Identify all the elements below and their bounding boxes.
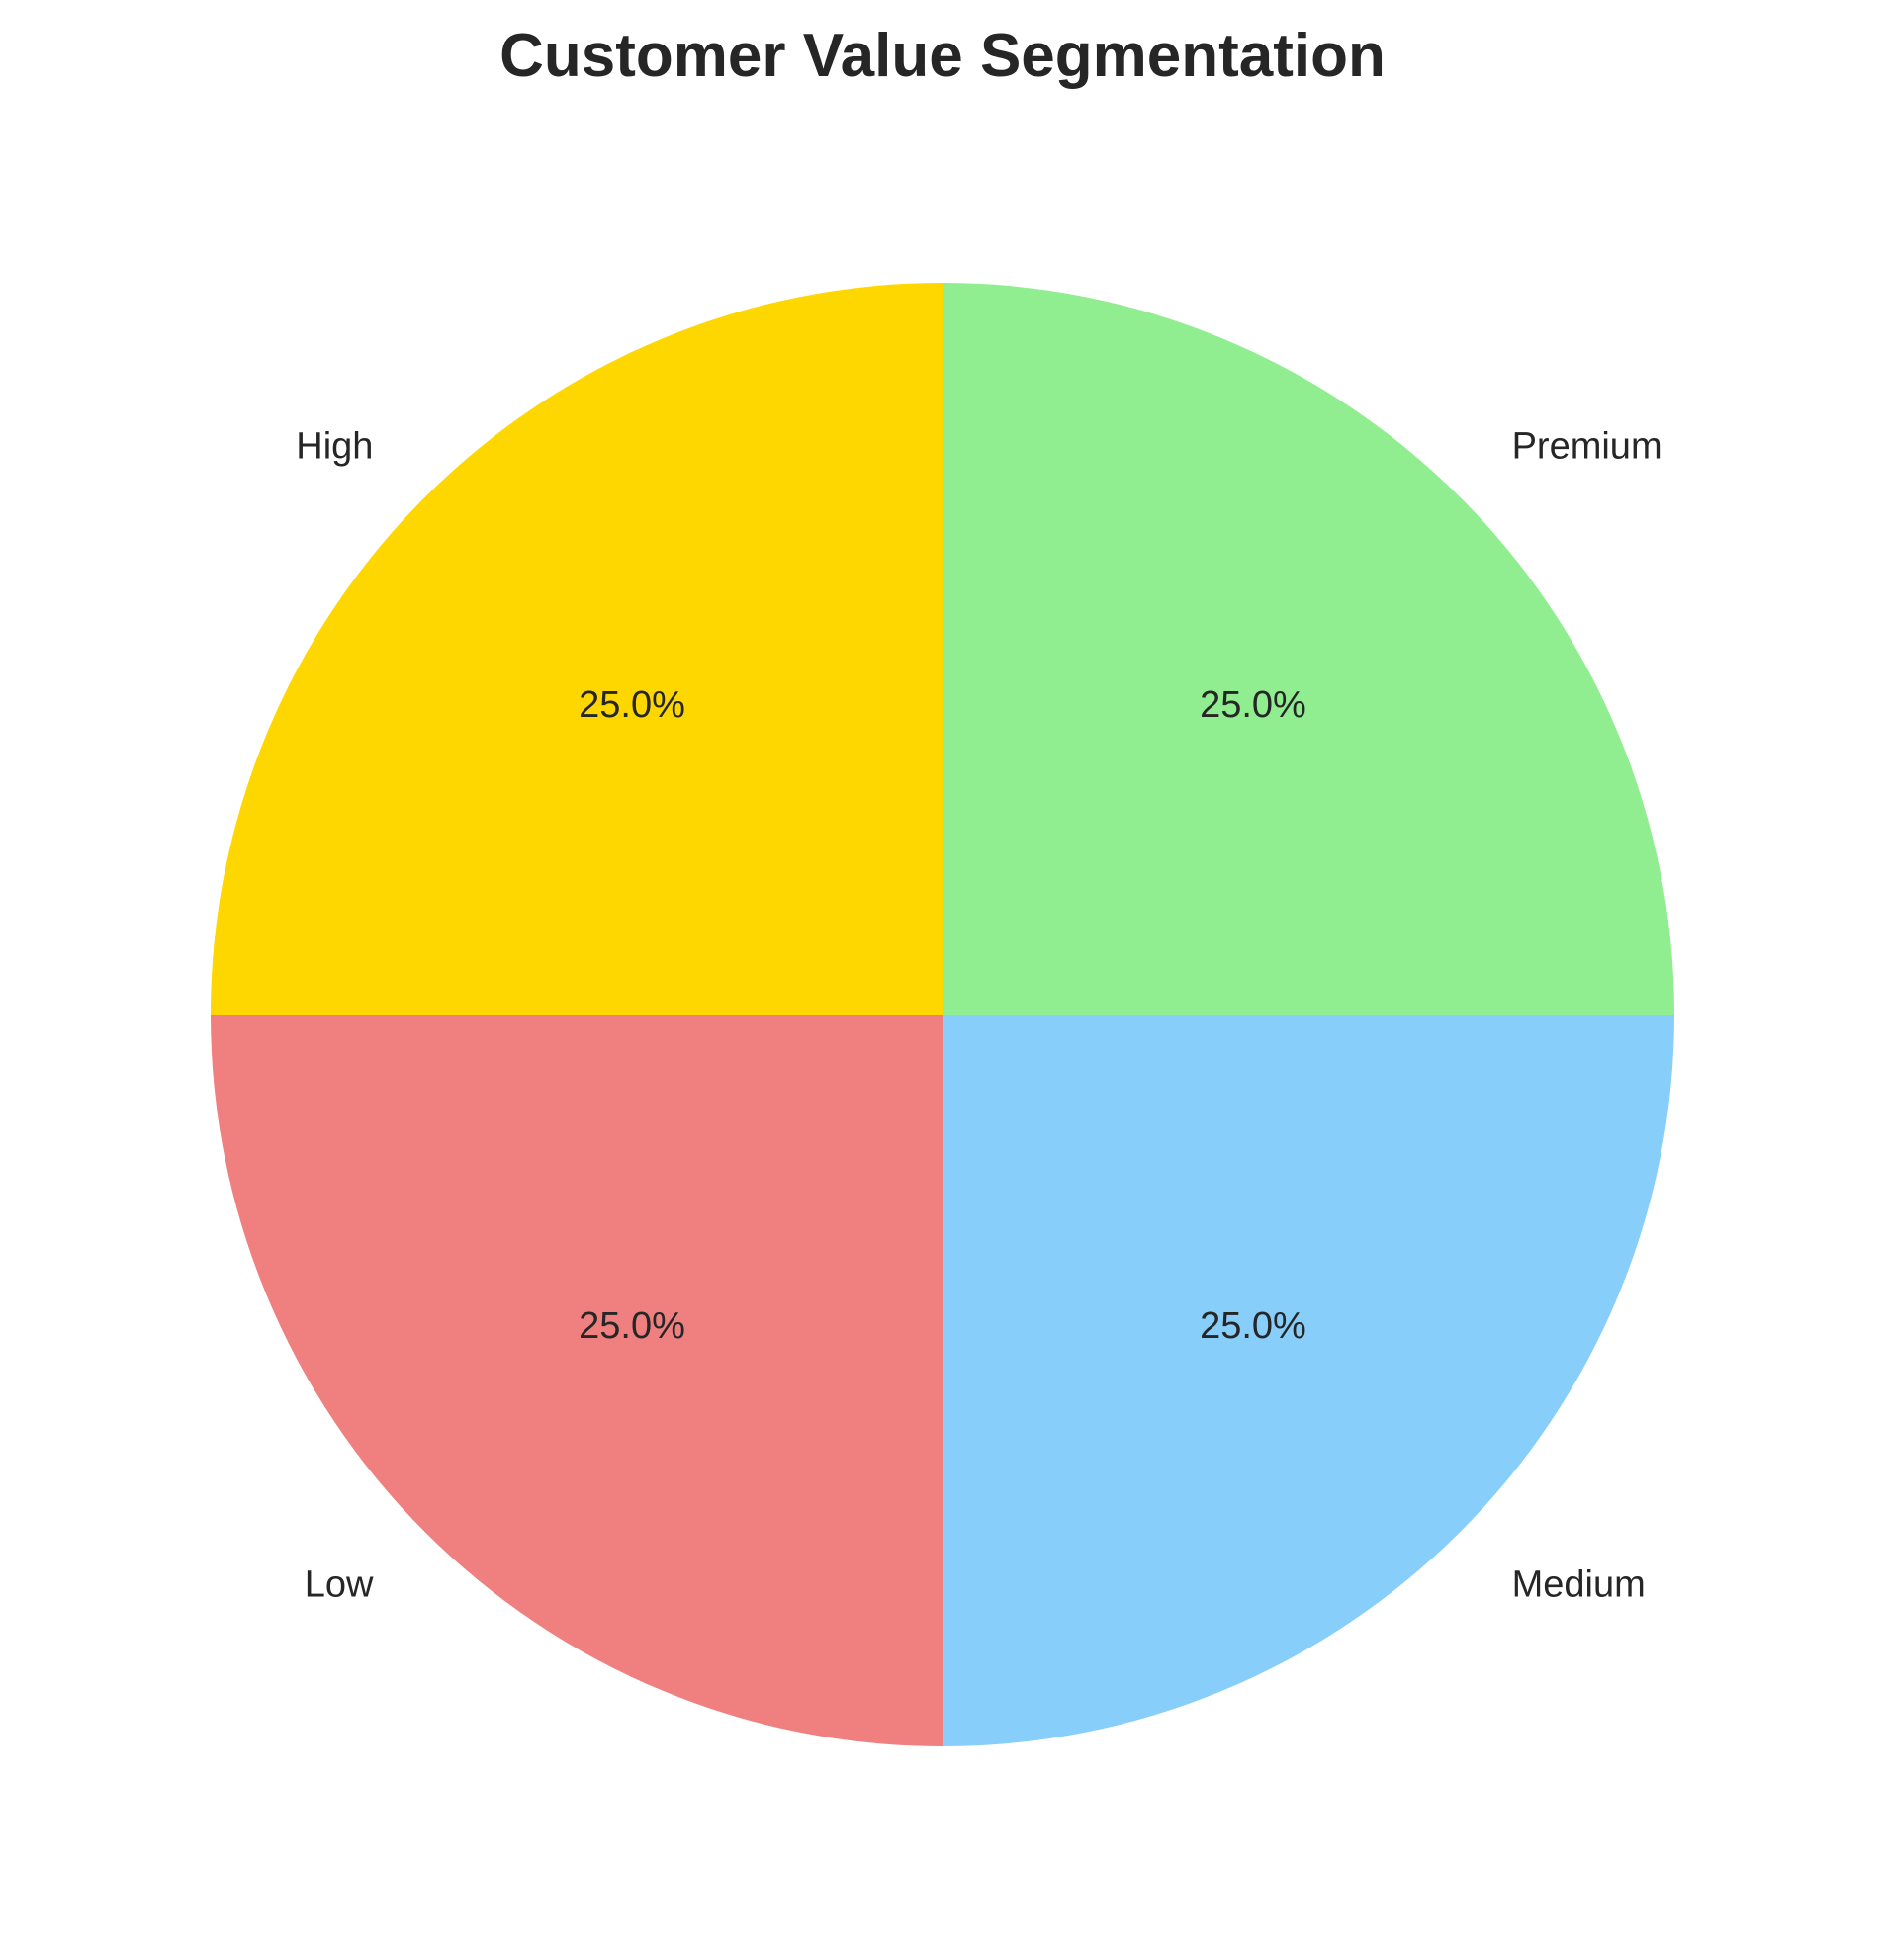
chart-title: Customer Value Segmentation (499, 22, 1386, 90)
pie-slices (211, 283, 1674, 1746)
pct-label-high: 25.0% (579, 684, 685, 726)
slice-label-premium: Premium (1512, 425, 1662, 467)
pie-slice-high (211, 283, 943, 1015)
pie-labels: High 25.0% Low 25.0% Medium 25.0% Premium 25.0% (296, 425, 1661, 1605)
slice-label-low: Low (305, 1564, 374, 1606)
slice-label-medium: Medium (1512, 1564, 1646, 1606)
pct-label-low: 25.0% (579, 1305, 685, 1347)
pct-label-medium: 25.0% (1200, 1305, 1306, 1347)
pie-slice-low (211, 1015, 943, 1746)
slice-label-high: High (296, 425, 373, 467)
pie-slice-medium (943, 1015, 1674, 1746)
pct-label-premium: 25.0% (1200, 684, 1306, 726)
pie-slice-premium (943, 283, 1674, 1015)
